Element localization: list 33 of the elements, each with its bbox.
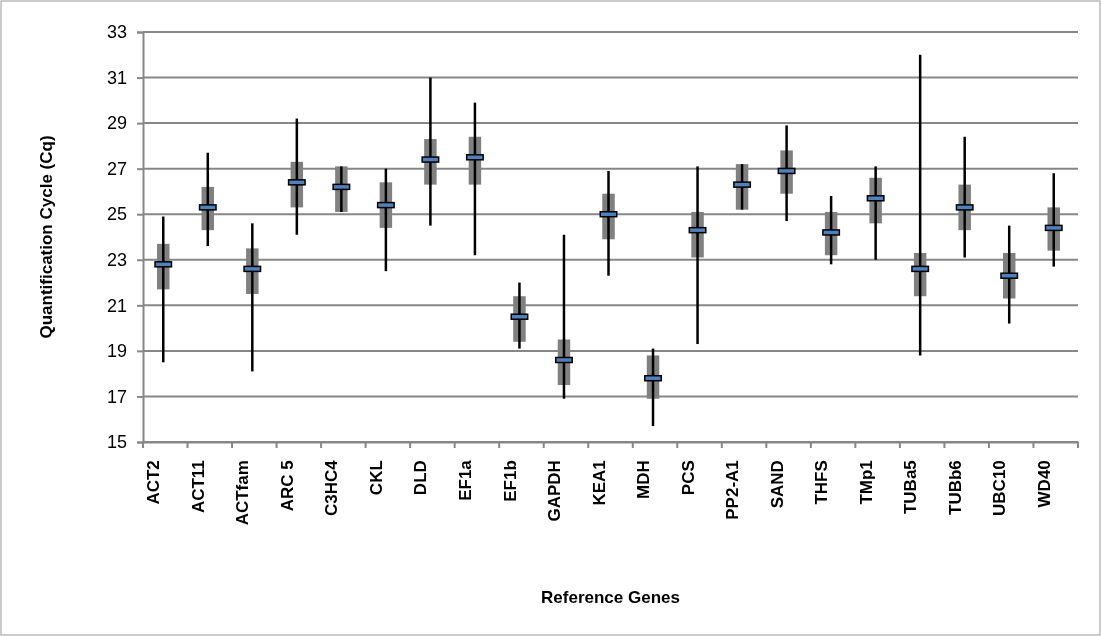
- x-tick-label: PP2-A1: [723, 460, 743, 520]
- y-tick-label: 15: [106, 432, 127, 453]
- x-tick-label: EF1a: [455, 459, 475, 501]
- y-tick-label: 33: [106, 22, 127, 43]
- x-tick-label: UBC10: [990, 460, 1010, 516]
- x-tick-label: DLD: [411, 460, 431, 496]
- x-tick-label: C3HC4: [322, 459, 342, 516]
- y-axis-title: Quantification Cycle (Cq): [37, 135, 56, 339]
- y-tick-label: 23: [106, 250, 127, 271]
- x-tick-label: TMp1: [856, 460, 876, 505]
- x-tick-label: KEA1: [589, 460, 609, 506]
- x-axis-title: Reference Genes: [541, 588, 680, 607]
- y-tick-label: 21: [106, 295, 127, 316]
- x-tick-label: SAND: [767, 460, 787, 509]
- x-tick-label: EF1b: [500, 460, 520, 502]
- x-tick-label: THFS: [812, 460, 832, 505]
- y-tick-label: 27: [106, 158, 127, 179]
- y-tick-label: 25: [106, 204, 127, 225]
- y-tick-label: 17: [106, 386, 127, 407]
- x-tick-label: TUBa5: [901, 460, 921, 515]
- x-tick-label: WD40: [1034, 460, 1054, 508]
- x-tick-label: GAPDH: [545, 460, 565, 522]
- y-tick-label: 31: [106, 67, 127, 88]
- x-tick-label: PCS: [678, 460, 698, 496]
- x-tick-label: ACT2: [144, 460, 164, 505]
- x-tick-label: TUBb6: [945, 460, 965, 515]
- x-tick-label: ACT11: [188, 460, 208, 514]
- x-tick-label: ACTfam: [233, 460, 253, 526]
- x-tick-label: MDH: [634, 460, 654, 499]
- x-tick-label: ARC 5: [277, 460, 297, 512]
- x-tick-label: CKL: [366, 460, 386, 496]
- y-tick-label: 19: [106, 341, 127, 362]
- y-tick-label: 29: [106, 113, 127, 134]
